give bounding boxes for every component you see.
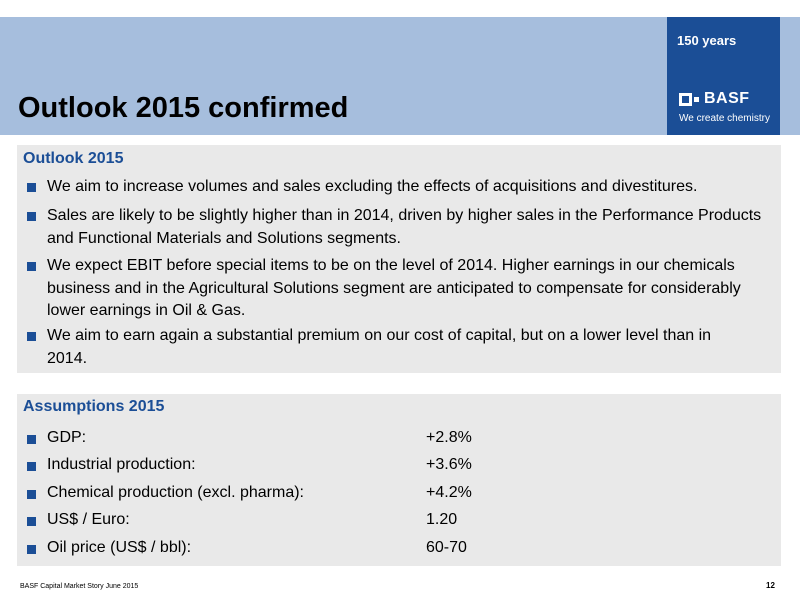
assumption-row: Industrial production: +3.6% xyxy=(27,456,767,478)
outlook-bullet: We aim to earn again a substantial premi… xyxy=(27,325,775,370)
assumption-row: Oil price (US$ / bbl): 60-70 xyxy=(27,539,767,561)
assumption-label: Industrial production: xyxy=(47,456,196,473)
assumption-value: +2.8% xyxy=(426,429,472,446)
assumption-value: 60-70 xyxy=(426,539,467,556)
assumption-label: US$ / Euro: xyxy=(47,511,130,528)
header-band xyxy=(0,0,800,135)
bullet-square-icon xyxy=(27,332,36,341)
logo-name: BASF xyxy=(704,90,750,107)
outlook-bullet-text: We aim to earn again a substantial premi… xyxy=(47,327,712,367)
basf-logo-icon xyxy=(679,93,699,106)
logo-tagline: We create chemistry xyxy=(679,113,770,124)
page-number: 12 xyxy=(766,581,775,590)
bullet-square-icon xyxy=(27,462,36,471)
assumption-label: Chemical production (excl. pharma): xyxy=(47,484,304,501)
assumption-row: GDP: +2.8% xyxy=(27,429,767,451)
assumption-row: Chemical production (excl. pharma): +4.2… xyxy=(27,484,767,506)
outlook-bullet-text: We expect EBIT before special items to b… xyxy=(47,257,741,319)
assumption-label: GDP: xyxy=(47,429,87,446)
outlook-panel: Outlook 2015 We aim to increase volumes … xyxy=(17,145,781,373)
assumptions-heading: Assumptions 2015 xyxy=(23,398,165,415)
outlook-bullet: Sales are likely to be slightly higher t… xyxy=(27,205,775,250)
bullet-square-icon xyxy=(27,435,36,444)
outlook-bullet: We expect EBIT before special items to b… xyxy=(27,255,775,323)
outlook-bullet-text: Sales are likely to be slightly higher t… xyxy=(47,207,762,247)
outlook-heading: Outlook 2015 xyxy=(23,150,124,167)
bullet-square-icon xyxy=(27,262,36,271)
assumption-value: +3.6% xyxy=(426,456,472,473)
bullet-square-icon xyxy=(27,183,36,192)
outlook-bullet: We aim to increase volumes and sales exc… xyxy=(27,176,775,199)
assumption-value: 1.20 xyxy=(426,511,458,528)
outlook-bullet-text: We aim to increase volumes and sales exc… xyxy=(47,178,698,195)
anniversary-label: 150 years xyxy=(677,33,737,48)
bullet-square-icon xyxy=(27,212,36,221)
assumptions-panel: Assumptions 2015 GDP: +2.8% Industrial p… xyxy=(17,394,781,566)
assumption-label: Oil price (US$ / bbl): xyxy=(47,539,192,556)
bullet-square-icon xyxy=(27,517,36,526)
page-title: Outlook 2015 confirmed xyxy=(18,92,349,124)
assumption-value: +4.2% xyxy=(426,484,472,501)
basf-logo-box: 150 years BASF We create chemistry xyxy=(667,17,780,135)
assumption-row: US$ / Euro: 1.20 xyxy=(27,511,767,533)
bullet-square-icon xyxy=(27,545,36,554)
footer-source: BASF Capital Market Story June 2015 xyxy=(20,583,139,590)
bullet-square-icon xyxy=(27,490,36,499)
header-top-strip xyxy=(0,0,800,17)
